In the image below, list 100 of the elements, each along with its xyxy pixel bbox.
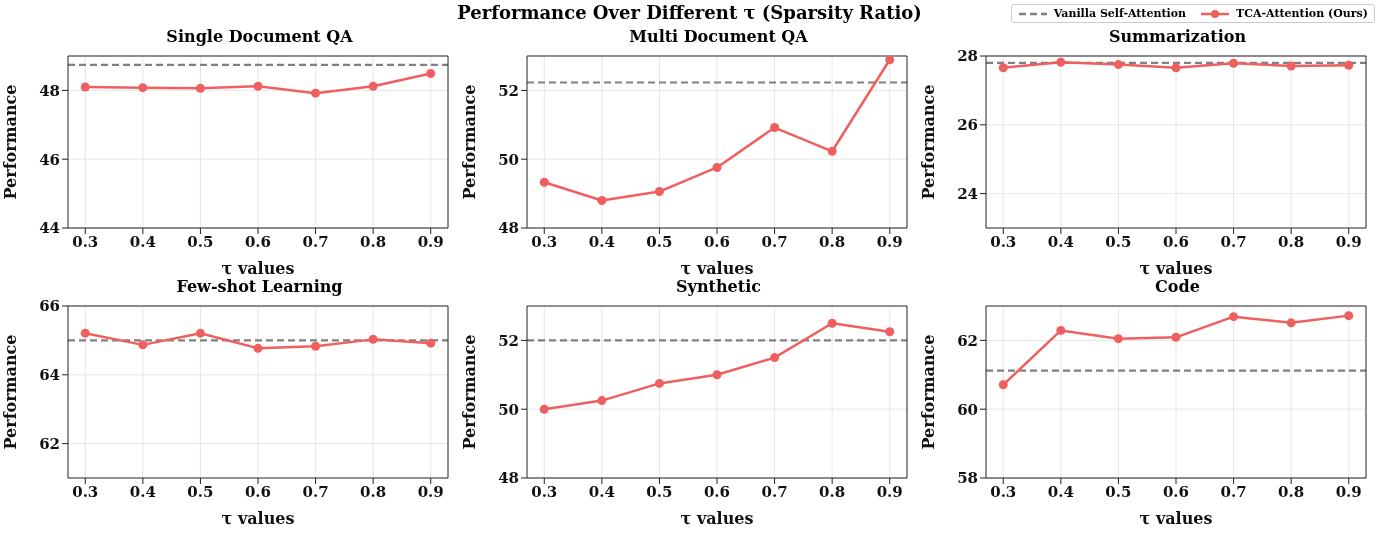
point xyxy=(195,328,205,338)
point xyxy=(885,56,895,65)
x-axis-title: τ values xyxy=(1139,509,1213,528)
point xyxy=(311,341,321,351)
point xyxy=(597,396,607,406)
x-axis-title: τ values xyxy=(221,259,295,278)
x-tick-label: 0.9 xyxy=(417,482,444,501)
y-axis-title: Performance xyxy=(459,84,479,200)
x-tick-label: 0.8 xyxy=(360,232,387,251)
y-axis-title: Performance xyxy=(0,334,20,450)
point xyxy=(770,353,780,363)
y-tick-label: 26 xyxy=(957,116,978,135)
x-tick-label: 0.4 xyxy=(129,482,156,501)
x-tick-label: 0.3 xyxy=(72,482,99,501)
x-tick-label: 0.3 xyxy=(72,232,99,251)
y-axis-title: Performance xyxy=(459,334,479,450)
y-tick-label: 28 xyxy=(957,47,978,66)
point xyxy=(539,177,549,187)
point xyxy=(597,195,607,205)
text: Performance Over Different τ (Sparsity Ratio) xyxy=(457,2,922,23)
x-tick-label: 0.6 xyxy=(1162,482,1190,501)
y-tick-label: 58 xyxy=(957,469,978,488)
legend-label: TCA-Attention (Ours) xyxy=(1236,7,1368,20)
point xyxy=(426,338,436,348)
y-axis-title: Performance xyxy=(0,84,20,200)
x-tick-label: 0.9 xyxy=(417,232,444,251)
x-axis-title: τ values xyxy=(1139,259,1213,278)
point xyxy=(998,380,1008,390)
x-tick-label: 0.7 xyxy=(761,482,788,501)
x-tick-label: 0.7 xyxy=(1220,232,1247,251)
x-tick-label: 0.6 xyxy=(244,232,272,251)
x-tick-label: 0.4 xyxy=(588,482,615,501)
point xyxy=(138,340,148,350)
point xyxy=(253,343,263,353)
x-tick-label: 0.3 xyxy=(990,482,1017,501)
x-tick-label: 0.8 xyxy=(1278,232,1305,251)
point xyxy=(770,123,780,133)
x-tick-label: 0.4 xyxy=(1047,482,1074,501)
point xyxy=(1056,325,1066,335)
x-tick-label: 0.5 xyxy=(187,232,214,251)
chart-title: Multi Document QA xyxy=(628,27,809,46)
y-tick-label: 52 xyxy=(498,331,519,350)
point xyxy=(827,318,837,328)
x-tick-label: 0.6 xyxy=(1162,232,1190,251)
x-tick-label: 0.5 xyxy=(1105,482,1132,501)
chart-title: Code xyxy=(1154,277,1201,296)
x-tick-label: 0.4 xyxy=(1047,232,1074,251)
point xyxy=(654,378,664,388)
x-tick-label: 0.7 xyxy=(1220,482,1247,501)
x-tick-label: 0.9 xyxy=(1335,232,1362,251)
x-tick-label: 0.8 xyxy=(360,482,387,501)
point xyxy=(712,162,722,172)
point xyxy=(539,404,549,414)
point xyxy=(1344,311,1354,321)
x-tick-label: 0.4 xyxy=(129,232,156,251)
y-tick-label: 50 xyxy=(498,400,519,419)
point xyxy=(654,187,664,197)
y-tick-label: 24 xyxy=(957,184,978,203)
x-axis-title: τ values xyxy=(680,259,754,278)
x-tick-label: 0.5 xyxy=(646,482,673,501)
point xyxy=(885,327,895,337)
y-tick-label: 60 xyxy=(957,400,978,419)
x-tick-label: 0.4 xyxy=(588,232,615,251)
x-tick-label: 0.7 xyxy=(302,482,329,501)
legend-label: Vanilla Self-Attention xyxy=(1053,7,1187,20)
x-tick-label: 0.6 xyxy=(244,482,272,501)
point xyxy=(80,328,90,338)
x-axis-title: τ values xyxy=(680,509,754,528)
y-tick-label: 46 xyxy=(39,150,60,169)
x-tick-label: 0.5 xyxy=(646,232,673,251)
x-axis-title: τ values xyxy=(221,509,295,528)
y-tick-label: 66 xyxy=(39,297,60,316)
point xyxy=(368,334,378,344)
chart-title: Single Document QA xyxy=(165,27,354,46)
x-tick-label: 0.5 xyxy=(1105,232,1132,251)
point xyxy=(1113,334,1123,344)
y-axis-title: Performance xyxy=(918,84,938,200)
x-tick-label: 0.6 xyxy=(703,232,731,251)
y-tick-label: 48 xyxy=(498,469,519,488)
x-tick-label: 0.9 xyxy=(876,232,903,251)
chart-title: Summarization xyxy=(1107,27,1248,46)
x-tick-label: 0.7 xyxy=(302,232,329,251)
x-tick-label: 0.7 xyxy=(761,232,788,251)
y-tick-label: 50 xyxy=(498,150,519,169)
point xyxy=(827,146,837,156)
x-tick-label: 0.5 xyxy=(187,482,214,501)
x-tick-label: 0.3 xyxy=(531,232,558,251)
chart-title: Synthetic xyxy=(675,277,762,296)
x-tick-label: 0.6 xyxy=(703,482,731,501)
x-tick-label: 0.9 xyxy=(876,482,903,501)
x-tick-label: 0.8 xyxy=(1278,482,1305,501)
y-tick-label: 62 xyxy=(39,434,60,453)
chart-title: Few-shot Learning xyxy=(175,277,344,296)
x-tick-label: 0.3 xyxy=(531,482,558,501)
point xyxy=(1286,318,1296,328)
y-tick-label: 62 xyxy=(957,331,978,350)
x-tick-label: 0.8 xyxy=(819,482,846,501)
x-tick-label: 0.8 xyxy=(819,232,846,251)
y-tick-label: 52 xyxy=(498,81,519,100)
point xyxy=(712,370,722,380)
